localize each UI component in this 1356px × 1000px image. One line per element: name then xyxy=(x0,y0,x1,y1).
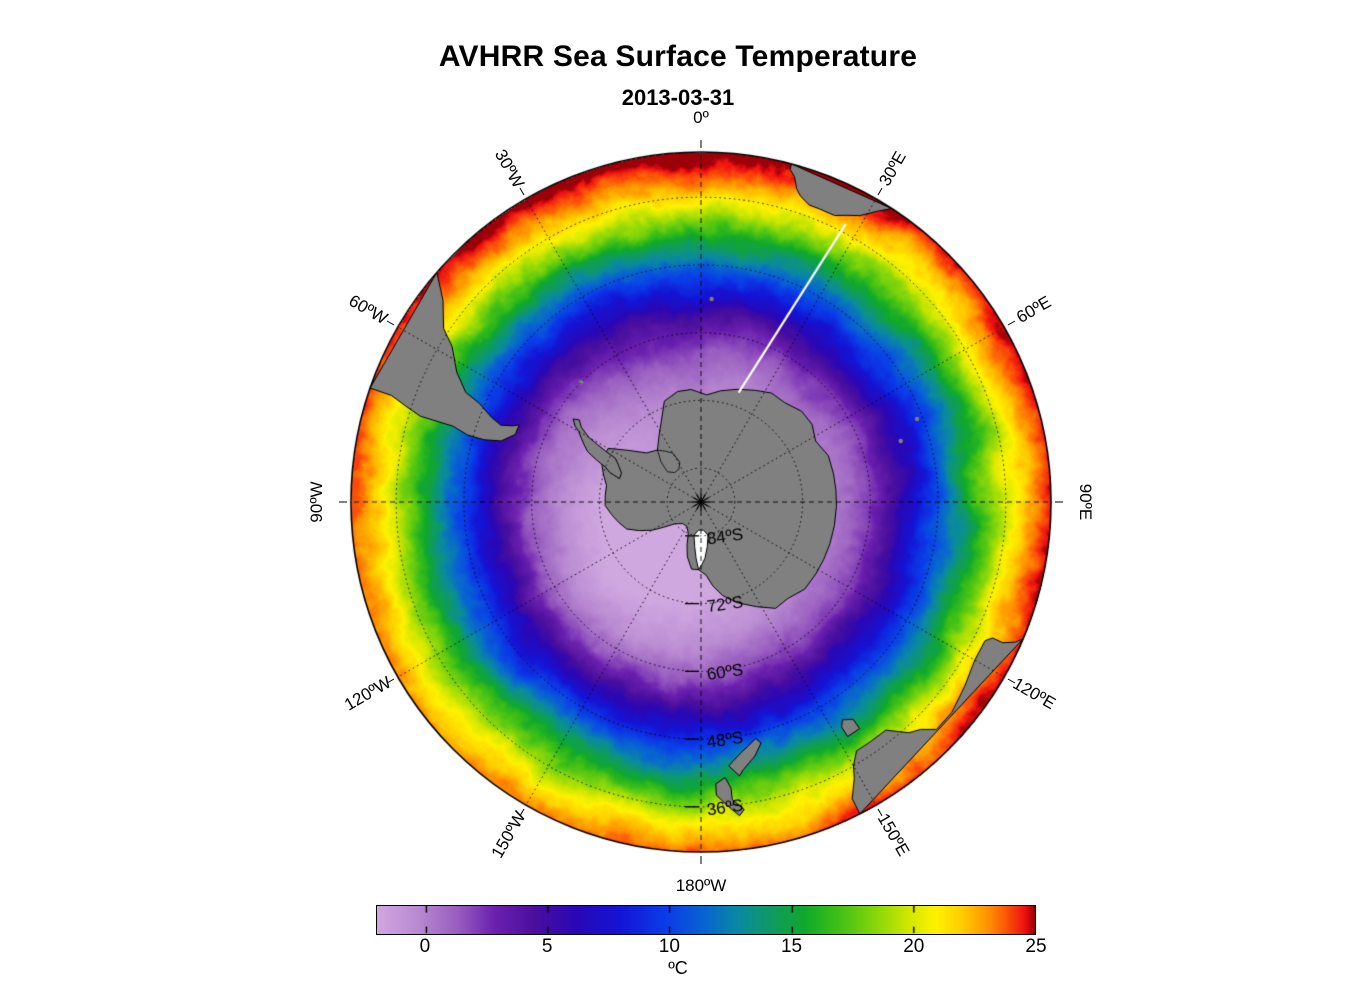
colorbar-gradient xyxy=(376,905,1036,935)
longitude-tick-90 xyxy=(1055,501,1063,503)
longitude-label--90: 90ºW xyxy=(307,481,326,523)
sst-map-canvas xyxy=(326,127,1076,877)
longitude-label-180: 180ºW xyxy=(675,876,727,895)
colorbar-unit-label: ºC xyxy=(668,958,688,978)
longitude-tick-0 xyxy=(700,140,702,148)
polar-map: 0º 30ºE 60ºE 90ºE 120ºE 150ºE 180ºW 150ºW 120ºW 9… xyxy=(307,108,1095,895)
figure-subtitle: 2013-03-31 xyxy=(621,85,735,110)
colorbar-tick-15: 15 xyxy=(780,936,803,957)
colorbar-tick-10: 10 xyxy=(658,936,680,957)
longitude-tick--90 xyxy=(339,501,347,503)
colorbar-tick-25: 25 xyxy=(1025,936,1047,957)
colorbar-tick-0: 0 xyxy=(419,936,431,957)
colorbar xyxy=(376,905,1036,935)
colorbar-tick-5: 5 xyxy=(541,936,553,957)
longitude-tick-180 xyxy=(700,856,702,864)
figure-title: AVHRR Sea Surface Temperature xyxy=(438,40,918,73)
longitude-label-90: 90ºE xyxy=(1076,483,1095,521)
longitude-label-0: 0º xyxy=(693,108,709,127)
colorbar-tick-20: 20 xyxy=(903,936,925,957)
